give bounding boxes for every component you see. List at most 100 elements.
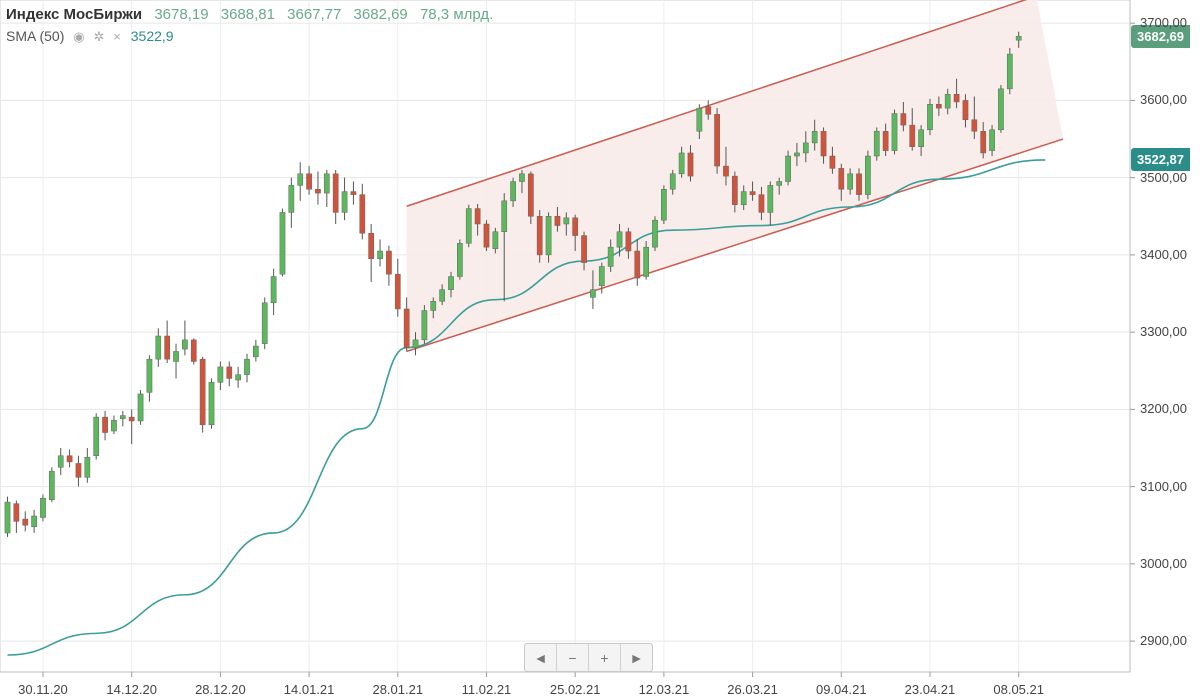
candle-body [465,208,472,244]
x-tick-label: 11.02.21 [461,682,512,697]
chart-navigator: ◄ − + ► [524,643,653,672]
candle-body [891,113,898,151]
candle-body [244,358,250,375]
candle-body [927,104,933,131]
candle-body [128,416,135,422]
y-tick-label: 3500,00 [1140,169,1187,185]
candle-body [634,250,641,279]
y-tick-label: 2900,00 [1140,633,1187,649]
candle-body [829,155,836,169]
candle-body [838,168,845,190]
candle-body [4,501,11,534]
candle-body [75,463,82,478]
candle-body [536,216,543,256]
candle-body [448,276,454,290]
candle-body [731,175,738,205]
candle-body [359,194,366,234]
candle-body [368,233,375,260]
candle-body [740,191,747,205]
candle-body [563,217,570,225]
y-tick-label: 3200,00 [1140,401,1187,417]
close-icon[interactable]: × [113,29,121,44]
eye-icon[interactable]: ◉ [73,29,85,44]
x-tick-label: 14.12.20 [106,682,157,697]
candle-body [847,173,853,190]
candle-body [696,107,703,132]
candle-body [190,339,197,362]
candle-body [527,173,534,217]
candle-body [661,188,667,221]
candle-body [519,173,525,182]
x-tick-label: 26.03.21 [727,682,778,697]
candle-body [403,308,410,348]
candle-body [918,129,924,148]
candle-body [66,455,73,463]
gear-icon[interactable]: ✲ [93,29,105,44]
x-tick-label: 28.01.21 [372,682,424,697]
x-tick-label: 09.04.21 [815,682,867,697]
candle-body [93,416,100,456]
candle-body [980,131,987,154]
candle-body [323,173,330,194]
last-price-tag: 3682,69 [1131,24,1190,48]
candle-body [102,416,108,433]
candle-body [421,310,428,341]
candle-body [350,191,357,195]
scroll-right-button[interactable]: ► [629,649,644,666]
candle-body [13,503,20,522]
candle-body [900,113,907,126]
low-value: 3667,77 [287,6,342,23]
sma-legend: SMA (50) ◉ ✲ × 3522,9 [6,28,174,45]
x-tick-label: 08.05.21 [993,682,1044,697]
close-value: 3682,69 [353,6,408,23]
candle-body [288,185,295,213]
candle-body [235,374,241,381]
candle-body [909,124,916,148]
zoom-in-button[interactable]: + [589,644,621,671]
x-tick-label: 30.11.20 [18,682,68,697]
candle-body [865,155,871,195]
candle-body [971,119,978,132]
candle-body [944,93,951,109]
scroll-left-button[interactable]: ◄ [525,644,557,671]
candle-body [474,208,481,225]
x-tick-label: 25.02.21 [549,682,601,697]
candle-body [749,191,756,195]
candle-body [270,276,277,304]
candle-body [510,181,516,202]
candle-body [882,131,889,151]
candle-body [1006,53,1013,90]
sma-line [7,159,1046,656]
candle-body [306,173,312,190]
candle-body [31,515,37,528]
candle-body [501,200,508,232]
candle-body [607,246,614,267]
candle-body [714,114,720,167]
candle-body [40,497,46,518]
candle-body [820,131,827,157]
candle-body [492,231,499,249]
candle-body [297,173,304,186]
x-tick-label: 23.04.21 [904,682,956,697]
candle-body [1015,36,1022,41]
zoom-out-button[interactable]: − [557,644,589,671]
x-tick-label: 14.01.21 [283,682,335,697]
candle-body [758,194,765,213]
sma-label: SMA (50) [6,28,65,44]
candle-body [873,131,880,157]
candle-body [377,250,383,260]
candle-body [412,339,419,348]
candle-body [785,155,791,182]
y-tick-label: 3100,00 [1140,478,1187,494]
candle-body [217,366,224,383]
candle-body [155,335,162,360]
high-value: 3688,81 [220,6,275,23]
candle-body [581,235,587,263]
candle-body [146,358,153,393]
x-tick-label: 12.03.21 [638,682,690,697]
candle-body [279,212,286,275]
candle-body [856,173,862,195]
channel-lower-line [406,138,1064,353]
candle-body [208,382,215,426]
